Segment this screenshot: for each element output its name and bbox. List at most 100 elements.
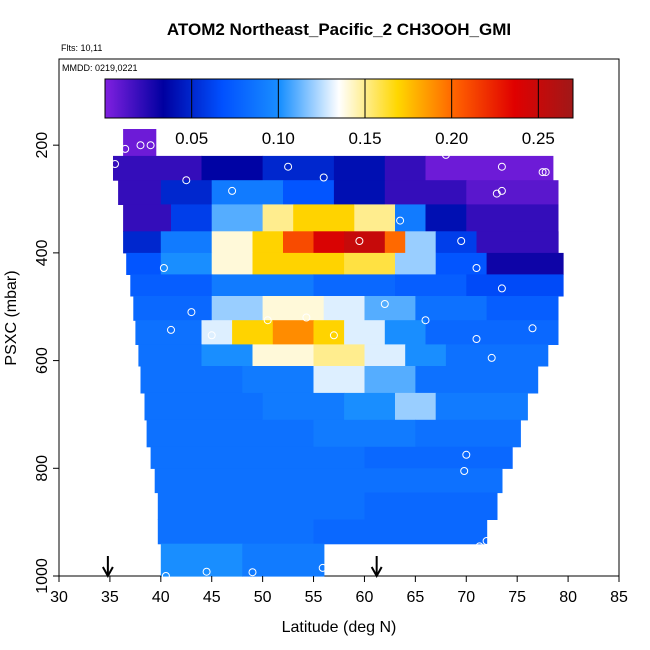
heatmap-cell: [435, 392, 528, 421]
heatmap-cell: [211, 180, 284, 205]
heatmap-cell: [445, 344, 549, 367]
data-point: [159, 264, 168, 272]
heatmap-cell: [395, 392, 437, 421]
data-point: [355, 237, 364, 245]
heatmap-cell: [415, 419, 521, 448]
heatmap-cell: [486, 252, 564, 275]
data-point: [441, 150, 450, 159]
heatmap-cell: [160, 543, 243, 577]
x-tick-label: 85: [610, 589, 628, 606]
heatmap-cell: [313, 320, 345, 345]
heatmap-cell: [160, 231, 213, 254]
y-tick-label: 800: [34, 455, 51, 482]
heatmap-cell: [252, 252, 345, 275]
data-point: [528, 324, 537, 333]
data-point: [121, 144, 130, 153]
heatmap-cell: [138, 344, 203, 367]
y-tick-label: 200: [34, 132, 51, 159]
heatmap-cell: [211, 296, 264, 321]
heatmap-cell: [118, 180, 162, 205]
heatmap-cell: [333, 155, 386, 181]
data-point: [380, 300, 389, 308]
x-tick-label: 30: [50, 589, 68, 606]
data-point: [472, 335, 481, 343]
data-point: [202, 567, 211, 576]
x-tick-label: 35: [101, 589, 119, 606]
data-point: [302, 313, 311, 322]
y-axis-label: PSXC (mbar): [3, 270, 20, 365]
heatmap-cell: [395, 252, 437, 275]
data-point: [462, 450, 471, 459]
colorbar-tick-label: 0.20: [435, 129, 468, 148]
data-point: [146, 141, 155, 150]
heatmap-cell: [435, 252, 488, 275]
x-tick-label: 80: [559, 589, 577, 606]
heatmap-cell: [126, 252, 162, 275]
heatmap-cell: [160, 180, 213, 205]
data-point: [457, 237, 466, 245]
x-tick-label: 50: [254, 589, 272, 606]
heatmap-cell: [354, 204, 396, 232]
data-point: [497, 162, 506, 171]
heatmap-cell: [252, 231, 284, 254]
data-point: [319, 173, 328, 182]
heatmap-cell: [262, 155, 335, 181]
data-point: [462, 545, 471, 554]
flights-annotation: Flts: 10,11: [61, 43, 102, 53]
flight-arrow: [101, 556, 114, 579]
data-point: [263, 316, 272, 325]
x-tick-label: 65: [406, 589, 424, 606]
heatmap-cell: [262, 392, 345, 421]
data-point: [564, 284, 573, 293]
heatmap-cell: [384, 155, 427, 181]
x-tick-label: 60: [356, 589, 374, 606]
x-tick-label: 45: [203, 589, 221, 606]
heatmap-cell: [476, 231, 559, 254]
heatmap-cell: [160, 252, 213, 275]
x-tick-label: 55: [305, 589, 323, 606]
heatmap-cell: [242, 366, 315, 394]
heatmap-cell: [344, 231, 386, 254]
heatmap-cell: [384, 320, 427, 345]
data-point: [421, 316, 430, 325]
plot-frame: [58, 58, 620, 577]
heatmap-cell: [313, 344, 365, 367]
heatmap-cell: [415, 296, 488, 321]
data-point: [497, 284, 506, 293]
heatmap-cell: [146, 419, 315, 448]
heatmap-cell: [364, 492, 498, 520]
colorbar-tick-label: 0.05: [175, 129, 208, 148]
heatmap-cell: [242, 543, 325, 577]
data-point: [482, 537, 491, 545]
heatmap-cell: [486, 296, 559, 321]
colorbar: 0.05 0.10 0.15 0.20 0.25: [104, 78, 574, 148]
heatmap-cell: [313, 519, 488, 545]
data-point: [111, 160, 119, 168]
heatmap-cell: [140, 366, 243, 394]
colorbar-labels: 0.05 0.10 0.15 0.20 0.25: [175, 129, 555, 148]
flight-arrows: [101, 556, 383, 579]
data-point: [396, 216, 405, 225]
heatmap-cell: [405, 231, 437, 254]
data-point: [460, 467, 469, 475]
data-point: [248, 568, 257, 577]
heatmap-cell: [272, 320, 315, 345]
heatmap-cell: [283, 180, 335, 205]
data-point: [318, 563, 327, 572]
heatmap-cell: [333, 180, 386, 205]
x-axis: 30 35 40 45 50 55 60 65 70 75 80 85: [50, 576, 628, 606]
y-tick-label: 600: [34, 347, 51, 374]
data-point: [475, 542, 484, 551]
y-tick-label: 400: [34, 239, 51, 266]
colorbar-tick-label: 0.10: [262, 129, 295, 148]
x-tick-label: 75: [508, 589, 526, 606]
heatmap-cell: [154, 468, 503, 494]
heatmap-cell: [395, 204, 427, 232]
colorbar-ticks: [191, 79, 539, 118]
colorbar-tick-label: 0.15: [348, 129, 381, 148]
heatmap-cell: [113, 155, 203, 181]
heatmap-cell: [201, 320, 233, 345]
heatmap-cell: [313, 419, 416, 448]
y-tick-label: 1000: [34, 558, 51, 594]
heatmap-cell: [425, 155, 554, 181]
